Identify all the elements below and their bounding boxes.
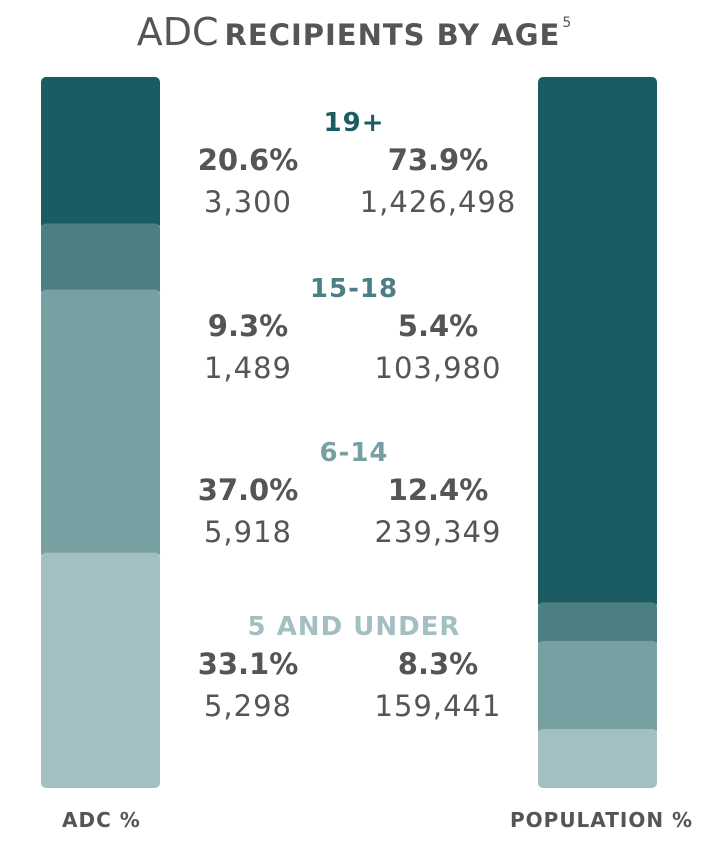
adc-percent-15-18: 9.3%	[207, 309, 289, 343]
adc-count-6-14: 5,918	[203, 515, 293, 549]
adc-count-5-and-under: 5,298	[203, 689, 293, 723]
adc-percent-6-14: 37.0%	[197, 473, 299, 507]
chart-title: ADC RECIPIENTS BY AGE 5	[0, 10, 708, 54]
title-rest: RECIPIENTS BY AGE	[224, 18, 561, 52]
adc-count-19-: 3,300	[203, 185, 293, 219]
title-footnote: 5	[562, 15, 572, 31]
population-bar-segment-5-and-under	[538, 728, 657, 788]
category-label-15-18: 15-18	[309, 274, 399, 304]
population-axis-label: POPULATION %	[510, 808, 694, 832]
population-percent-19-: 73.9%	[387, 143, 489, 177]
adc-percent-19-: 20.6%	[197, 143, 299, 177]
adc-count-15-18: 1,489	[203, 351, 293, 385]
adc-percent-5-and-under: 33.1%	[197, 647, 299, 681]
adc-axis-label: ADC %	[62, 808, 141, 832]
adc-bar-segment-5-and-under	[41, 552, 160, 788]
category-label-6-14: 6-14	[319, 438, 389, 468]
title-main: ADC	[136, 10, 219, 54]
population-count-19-: 1,426,498	[359, 185, 517, 219]
population-bar-segment-15-18	[538, 602, 657, 647]
population-percent-15-18: 5.4%	[397, 309, 479, 343]
category-label-5-and-under: 5 AND UNDER	[247, 612, 461, 642]
population-count-5-and-under: 159,441	[374, 689, 502, 723]
population-bar-segment-6-14	[538, 640, 657, 735]
population-count-15-18: 103,980	[374, 351, 502, 385]
category-label-19-: 19+	[323, 108, 385, 138]
population-percent-6-14: 12.4%	[387, 473, 489, 507]
adc-bar-segment-19-	[41, 77, 160, 230]
population-bar-segment-19-	[538, 77, 657, 609]
adc-bar-segment-15-18	[41, 223, 160, 296]
adc-bar-segment-6-14	[41, 289, 160, 559]
population-percent-5-and-under: 8.3%	[397, 647, 479, 681]
population-count-6-14: 239,349	[374, 515, 502, 549]
